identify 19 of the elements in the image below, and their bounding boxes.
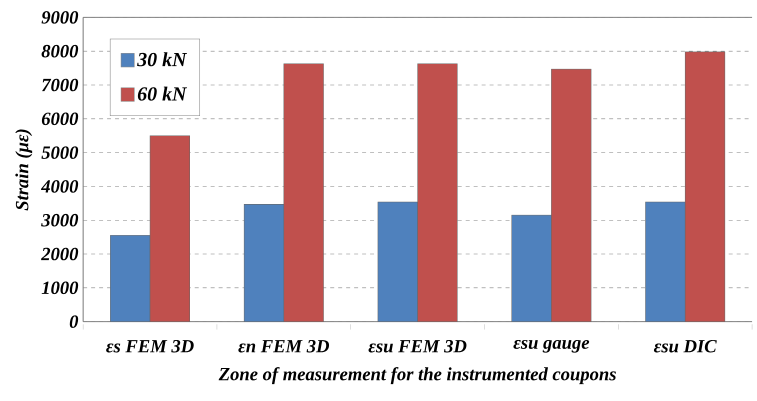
y-tick-label: 2000 [41, 248, 78, 260]
y-tick-label: 8000 [42, 44, 78, 58]
y-tick-label: 7000 [42, 78, 78, 92]
x-tick-label: εsu FEM 3D [368, 340, 466, 352]
x-tick-label: εs FEM 3D [106, 340, 194, 352]
x-tick-label: εsu DIC [654, 340, 717, 352]
legend-label: 60 kN [138, 86, 188, 101]
y-tick-label: 0 [70, 315, 78, 328]
y-axis-title: Strain (με) [15, 129, 32, 210]
x-tick-label: εn FEM 3D [238, 340, 330, 352]
x-axis-title: Zone of measurement for the instrumented coupons [218, 367, 616, 384]
y-tick-label: 5000 [41, 146, 78, 159]
y-tick-label: 3000 [41, 214, 78, 226]
y-tick-label: 9000 [42, 11, 78, 24]
y-tick-label: 4000 [40, 180, 78, 193]
y-tick-label: 6000 [42, 112, 78, 126]
legend-label: 30 kN [137, 52, 188, 66]
x-tick-label: εsu gauge [513, 340, 590, 353]
y-tick-label: 1000 [42, 282, 78, 294]
